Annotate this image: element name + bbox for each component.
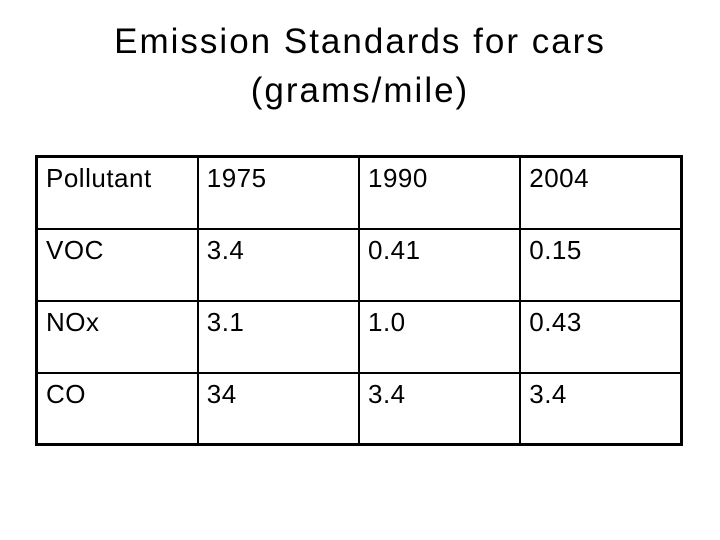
slide-title: Emission Standards for cars (grams/mile) xyxy=(0,17,720,115)
slide-title-line1: Emission Standards for cars xyxy=(114,22,606,61)
column-header-1990: 1990 xyxy=(357,155,522,230)
slide-title-line2: (grams/mile) xyxy=(250,71,470,110)
column-header-1975: 1975 xyxy=(196,155,361,230)
table-cell-nox-1990: 1.0 xyxy=(357,299,522,374)
table-cell-co-1990: 3.4 xyxy=(357,371,522,446)
row-label-voc: VOC xyxy=(35,227,199,302)
table-cell-co-2004: 3.4 xyxy=(519,371,683,446)
table-cell-co-1975: 34 xyxy=(196,371,361,446)
table-row-co: CO 34 3.4 3.4 xyxy=(35,371,683,446)
table-cell-nox-2004: 0.43 xyxy=(519,299,683,374)
table-cell-voc-1990: 0.41 xyxy=(357,227,522,302)
column-header-pollutant: Pollutant xyxy=(35,155,199,230)
table-cell-voc-2004: 0.15 xyxy=(519,227,683,302)
column-header-2004: 2004 xyxy=(519,155,683,230)
row-label-nox: NOx xyxy=(35,299,199,374)
table-row-voc: VOC 3.4 0.41 0.15 xyxy=(35,227,683,302)
table-cell-voc-1975: 3.4 xyxy=(196,227,361,302)
table-row-nox: NOx 3.1 1.0 0.43 xyxy=(35,299,683,374)
row-label-co: CO xyxy=(35,371,199,446)
table-header-row: Pollutant 1975 1990 2004 xyxy=(35,155,683,230)
emission-standards-table: Pollutant 1975 1990 2004 VOC 3.4 0.41 0.… xyxy=(35,155,683,446)
table-cell-nox-1975: 3.1 xyxy=(196,299,361,374)
